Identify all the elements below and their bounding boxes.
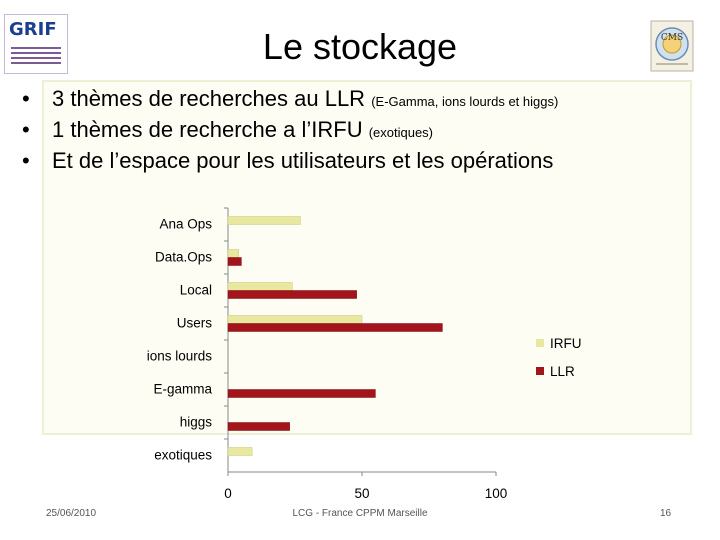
bar-irfu <box>227 282 293 291</box>
bar-llr <box>227 290 357 299</box>
legend-label: LLR <box>550 364 575 379</box>
bullet-note: (exotiques) <box>368 124 434 140</box>
bullet-dot: • <box>22 116 30 142</box>
grif-logo-text: GRIF <box>9 19 57 40</box>
bullet-note: (E-Gamma, ions lourds et higgs) <box>371 94 559 109</box>
bullet-item: • 1 thèmes de recherche a l’IRFU (exotiq… <box>22 115 712 146</box>
footer-date: 25/06/2010 <box>46 508 97 519</box>
bar-irfu <box>227 249 239 258</box>
grif-logo: GRIF <box>4 14 68 74</box>
grif-logo-lines <box>11 47 61 67</box>
legend-swatch-irfu <box>536 339 544 347</box>
bar-irfu <box>227 447 253 456</box>
bar-irfu <box>227 216 301 225</box>
bullet-item: • 3 thèmes de recherches au LLR (E-Gamma… <box>22 84 712 115</box>
bullet-list: • 3 thèmes de recherches au LLR (E-Gamma… <box>22 84 712 176</box>
bar-llr <box>227 257 242 266</box>
bullet-text: 3 thèmes de recherches au LLR <box>52 86 372 111</box>
content-panel <box>42 80 692 435</box>
category-label: E-gamma <box>153 382 212 397</box>
category-label: ions lourds <box>147 349 213 364</box>
x-tick-label: 100 <box>485 486 508 501</box>
page-number: 16 <box>660 508 672 519</box>
category-label: Ana Ops <box>159 217 212 232</box>
bullet-text: Et de l’espace pour les utilisateurs et … <box>52 147 554 173</box>
bar-llr <box>227 422 290 431</box>
cms-logo-text: CMS <box>661 33 683 43</box>
category-label: Users <box>177 316 213 331</box>
bar-llr <box>227 389 376 398</box>
bullet-text: 1 thèmes de recherche a l’IRFU <box>52 116 369 142</box>
bullet-item: • Et de l’espace pour les utilisateurs e… <box>22 146 712 177</box>
category-label: Data.Ops <box>155 250 212 265</box>
x-tick-label: 50 <box>354 486 369 501</box>
slide-title: Le stockage <box>262 26 458 67</box>
category-label: Local <box>180 283 212 298</box>
bar-llr <box>227 323 443 332</box>
category-label: higgs <box>180 415 213 430</box>
bullet-dot: • <box>22 147 30 173</box>
x-tick-label: 0 <box>224 486 232 501</box>
bar-irfu <box>227 315 363 324</box>
footer-center-text: LCG - France CPPM Marseille <box>292 508 428 519</box>
legend-swatch-llr <box>536 367 544 375</box>
legend-label: IRFU <box>550 336 582 351</box>
category-label: exotiques <box>154 448 212 463</box>
bullet-dot: • <box>22 86 30 111</box>
cms-logo: CMS <box>650 20 694 72</box>
